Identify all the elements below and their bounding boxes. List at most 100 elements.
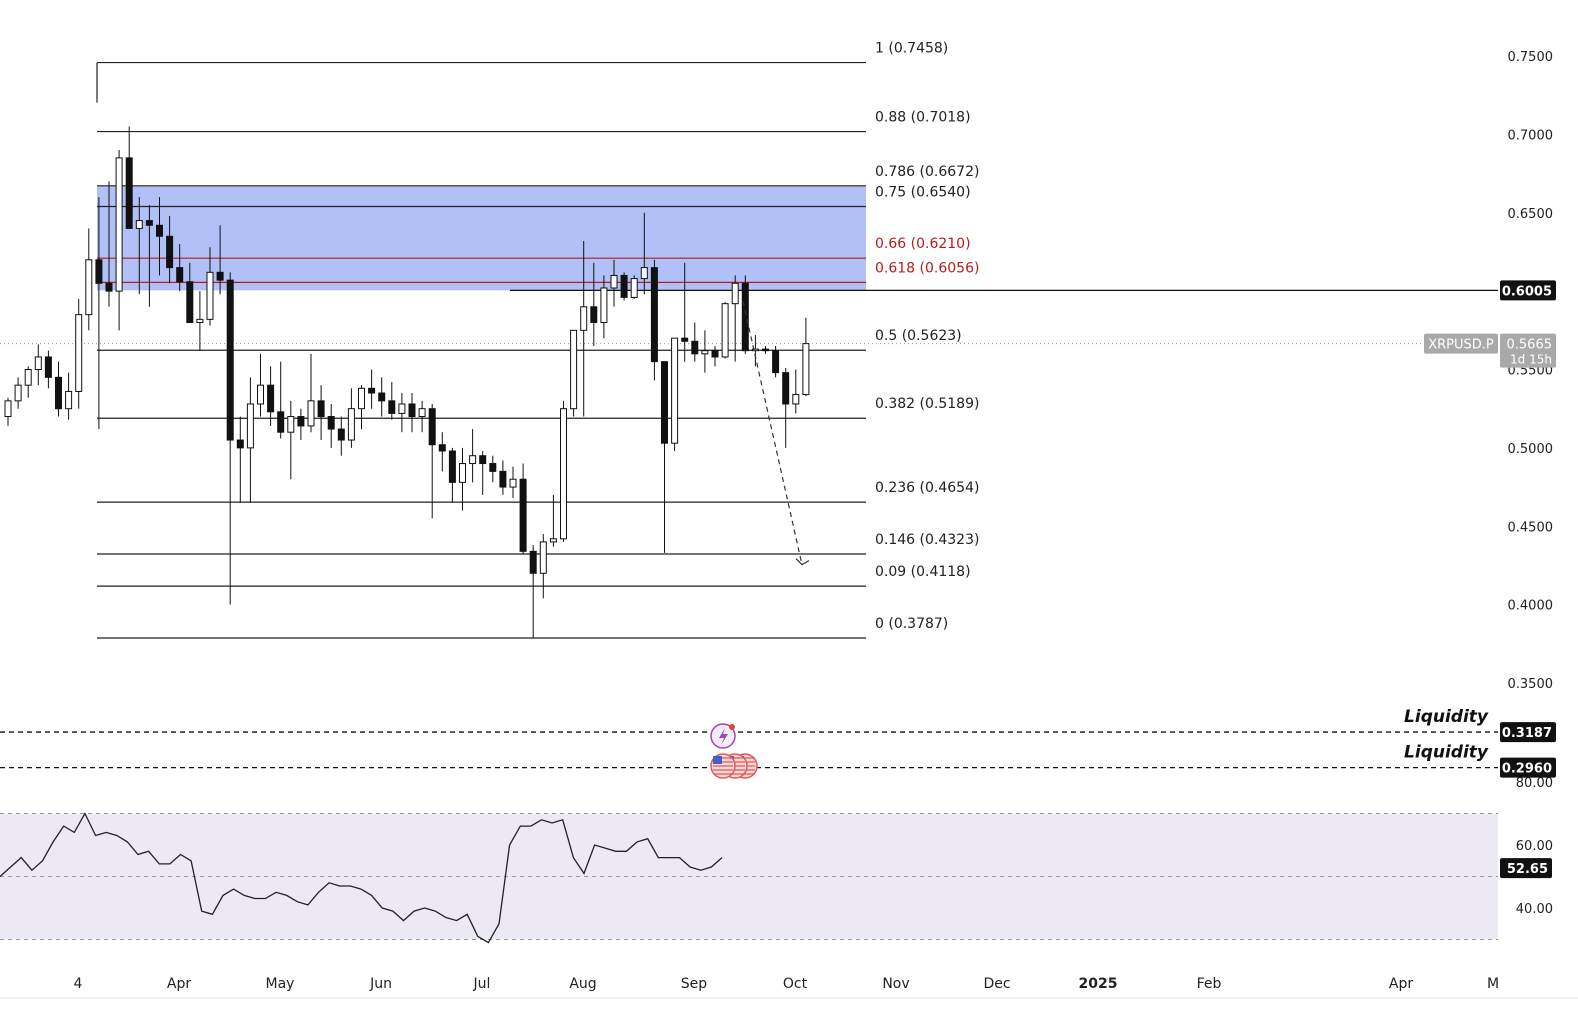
projection-arrow-layer bbox=[742, 301, 810, 566]
candle-body-up bbox=[115, 157, 123, 292]
candle bbox=[24, 366, 32, 398]
candle-body-up bbox=[24, 369, 32, 386]
candle-body-down bbox=[368, 387, 376, 394]
candle-body-down bbox=[327, 416, 335, 430]
rsi-line bbox=[0, 812, 723, 944]
date-tick-label: Apr bbox=[167, 976, 191, 992]
fib-label: 0.88 (0.7018) bbox=[875, 110, 971, 126]
candle-body-down bbox=[489, 463, 497, 472]
candle bbox=[186, 262, 194, 323]
resistance-price-tag[interactable]: 0.6005 bbox=[1500, 280, 1556, 301]
candle bbox=[630, 275, 638, 299]
candle-body-up bbox=[802, 343, 810, 396]
candle bbox=[600, 275, 608, 339]
candle bbox=[418, 400, 426, 433]
candle-body-down bbox=[448, 450, 456, 483]
candle bbox=[246, 377, 254, 503]
candle-body-down bbox=[378, 392, 386, 402]
candle-body-up bbox=[307, 400, 315, 427]
candle bbox=[731, 275, 739, 362]
liquidity-price-tag[interactable]: 0.3187 bbox=[1500, 722, 1556, 743]
date-tick-label: Oct bbox=[783, 976, 808, 992]
candle-body-up bbox=[630, 278, 638, 298]
candle bbox=[580, 240, 588, 417]
candle-body-down bbox=[519, 478, 527, 552]
candle bbox=[267, 366, 275, 426]
candle bbox=[620, 272, 628, 301]
candle-body-down bbox=[44, 356, 52, 378]
candle-body-up bbox=[347, 408, 355, 441]
liquidity-price-tag[interactable]: 0.2960 bbox=[1500, 757, 1556, 778]
candle bbox=[347, 388, 355, 448]
candle-body-down bbox=[166, 235, 174, 269]
candle-body-down bbox=[55, 376, 62, 410]
candle-body-down bbox=[782, 372, 790, 405]
candle-body-down bbox=[408, 403, 416, 418]
price-tick-label: 0.7500 bbox=[1508, 50, 1554, 65]
candle bbox=[721, 302, 729, 359]
candle bbox=[610, 259, 618, 307]
candle-body-up bbox=[246, 403, 254, 449]
date-tick-label: 4 bbox=[74, 976, 83, 992]
fib-label: 0.786 (0.6672) bbox=[875, 164, 979, 180]
candle bbox=[145, 204, 153, 307]
candle bbox=[469, 429, 477, 483]
candle-body-down bbox=[317, 400, 325, 418]
symbol-tag[interactable]: XRPUSD.P bbox=[1424, 333, 1498, 354]
price-axis[interactable]: 0.75000.70000.65000.55000.50000.45000.40… bbox=[1424, 50, 1556, 917]
event-icons[interactable] bbox=[710, 723, 758, 779]
candle-body-up bbox=[206, 271, 214, 320]
liquidity-label: Liquidity bbox=[1404, 707, 1489, 727]
candle bbox=[711, 345, 719, 367]
candle-body-down bbox=[650, 267, 658, 363]
candle bbox=[358, 385, 365, 430]
candle bbox=[14, 377, 22, 409]
fibonacci-levels[interactable]: 1 (0.7458) 0.88 (0.7018) 0.786 (0.6672) 0.7… bbox=[0, 41, 1498, 639]
candle-body-up bbox=[34, 356, 42, 370]
candle-body-up bbox=[4, 400, 12, 418]
candle bbox=[489, 455, 497, 483]
fib-label: 0.09 (0.4118) bbox=[875, 564, 971, 580]
candle bbox=[741, 275, 749, 354]
lightning-event-icon[interactable] bbox=[710, 723, 736, 749]
candle bbox=[388, 382, 396, 420]
candle-body-up bbox=[14, 384, 22, 402]
candle bbox=[115, 150, 123, 331]
us-flag-event-icon[interactable] bbox=[710, 753, 758, 779]
fib-label: 0.75 (0.6540) bbox=[875, 184, 971, 200]
candle-body-up bbox=[792, 394, 800, 405]
price-tick-label: 0.4000 bbox=[1508, 599, 1554, 614]
candle bbox=[307, 353, 315, 433]
rsi-value-tag[interactable]: 52.65 bbox=[1500, 858, 1552, 879]
candle bbox=[317, 385, 325, 441]
candle bbox=[408, 393, 416, 433]
candle-body-down bbox=[216, 271, 224, 281]
candle-body-down bbox=[772, 350, 780, 374]
candle-body-up bbox=[196, 318, 204, 323]
candle-body-up bbox=[509, 478, 517, 488]
candle bbox=[75, 298, 83, 409]
date-tick-label: Sep bbox=[681, 976, 708, 992]
candle bbox=[681, 262, 689, 362]
candle bbox=[529, 545, 537, 638]
svg-text:0.5665: 0.5665 bbox=[1507, 338, 1553, 353]
candle bbox=[519, 463, 527, 555]
rsi-tick-label: 40.00 bbox=[1516, 902, 1553, 917]
date-axis[interactable]: 4 Apr May Jun Jul Aug Sep Oct Nov Dec 2025 Feb Apr M bbox=[0, 976, 1578, 999]
candle bbox=[509, 466, 517, 499]
candle-body-up bbox=[610, 274, 618, 289]
candle bbox=[751, 335, 759, 367]
candle-body-up bbox=[549, 538, 557, 543]
date-tick-label: 2025 bbox=[1079, 976, 1118, 992]
candle bbox=[650, 259, 658, 381]
candle-body-down bbox=[388, 400, 396, 414]
candle bbox=[802, 317, 810, 397]
candle-body-down bbox=[156, 224, 163, 237]
svg-text:0.6005: 0.6005 bbox=[1502, 284, 1552, 299]
fib-label: 1 (0.7458) bbox=[875, 41, 948, 57]
candle bbox=[34, 344, 42, 386]
candle-body-up bbox=[398, 403, 406, 414]
candle-body-down bbox=[145, 220, 153, 226]
